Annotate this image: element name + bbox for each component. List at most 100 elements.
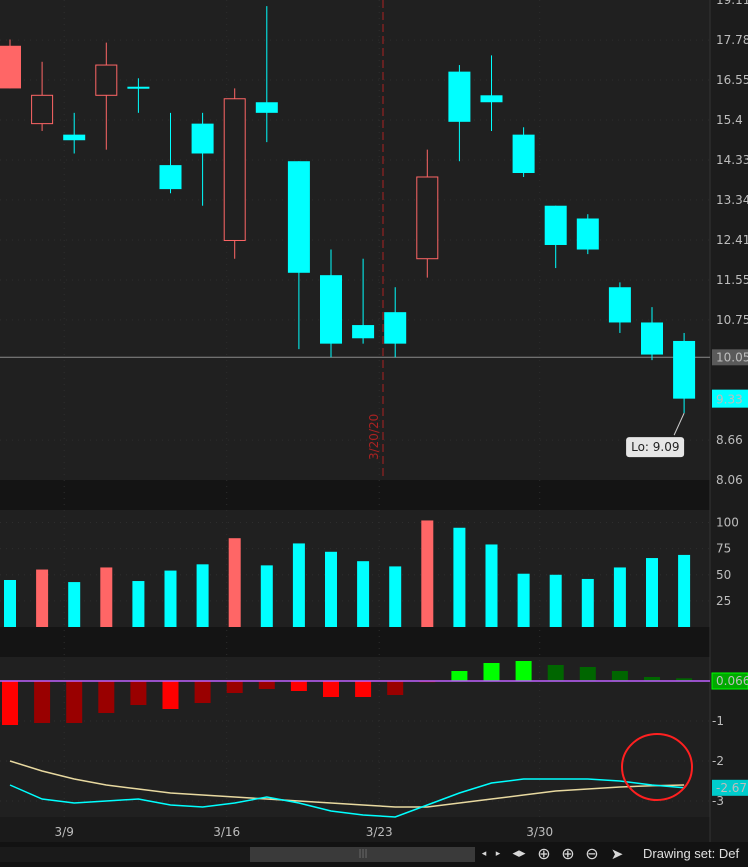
histogram-bar (579, 667, 596, 681)
volume-bar (292, 543, 305, 627)
pane-separator (0, 627, 710, 657)
chart-footer: ||| ◂ ▸ ◂▸ ⊕ ⊕ ⊖ ➤ Drawing set: Def (0, 842, 748, 867)
stock-chart: Lo: 9.09 17.78 16.55 15.4 14.33 13.34 12.41 11… (0, 0, 748, 842)
histogram-bar (611, 671, 628, 681)
histogram-bar (676, 678, 693, 681)
volume-bar (132, 581, 145, 627)
candle-body (416, 176, 439, 260)
y-tick-label: 14.33 (716, 153, 748, 167)
candle-body (0, 45, 21, 89)
scroll-right-icon[interactable]: ▸ (495, 849, 501, 859)
candle-body (512, 134, 535, 174)
y-tick-label: -2 (712, 754, 724, 768)
volume-bar (646, 558, 658, 627)
candle-body (608, 287, 631, 323)
y-tick-label: 11.55 (716, 273, 748, 287)
volume-bar (485, 544, 498, 627)
volume-bar (164, 570, 177, 627)
y-tick-label: 8.06 (716, 473, 743, 487)
x-tick-label: 3/23 (366, 825, 393, 839)
histogram-bar (355, 681, 372, 697)
candle-body (673, 340, 696, 399)
candle-body (384, 312, 407, 344)
x-axis-area (0, 817, 710, 842)
macd-line (9, 778, 685, 818)
histogram-bar (258, 681, 275, 689)
vertical-date-marker-label: 3/20/20 (367, 414, 381, 460)
macd-value: -2.67 (716, 781, 747, 795)
volume-bar (389, 566, 402, 627)
volume-bar (68, 582, 81, 627)
volume-bar (678, 554, 691, 627)
y-tick-label: 50 (716, 568, 731, 582)
price-line-badge (712, 349, 748, 366)
candlesticks: Lo: 9.09 (0, 6, 696, 458)
volume-bar (357, 561, 370, 627)
annotation-circle[interactable] (621, 733, 693, 801)
volume-bar (100, 567, 113, 627)
histogram-bar (323, 681, 339, 697)
low-label-box (626, 437, 685, 458)
y-tick-label: -1 (712, 714, 724, 728)
expand-time-axis-icon[interactable]: ◂▸ (512, 846, 526, 861)
y-tick-label: 8.66 (716, 433, 743, 447)
candle-body (448, 71, 471, 122)
y-tick-label: 100 (716, 516, 739, 530)
histogram-bar (34, 681, 51, 723)
y-tick-label: 25 (716, 594, 731, 608)
last-price-value: 9.33 (716, 393, 743, 407)
volume-bar (228, 538, 241, 627)
histogram-bar (483, 663, 500, 681)
zoom-in-icon[interactable]: ⊕ (561, 844, 575, 863)
histogram-bar (290, 681, 307, 691)
y-tick-label: 17.78 (716, 33, 748, 47)
histogram-bar (66, 681, 83, 723)
pane-separator (0, 480, 710, 510)
candle-body (320, 275, 342, 344)
crosshair-icon[interactable]: ⊕ (537, 844, 551, 863)
candle-body (576, 218, 599, 250)
candle-body (480, 95, 503, 103)
y-tick-label: 16.55 (716, 73, 748, 87)
histogram-bar (226, 681, 243, 693)
candle-body (352, 325, 375, 339)
candle-body (287, 161, 310, 273)
y-tick-label: 12.41 (716, 233, 748, 247)
candle-body (255, 102, 278, 113)
volume-bar (196, 564, 209, 627)
volume-bar (549, 574, 562, 627)
candle-body (191, 123, 214, 154)
histogram-bar (451, 671, 468, 681)
axis-labels: 17.78 16.55 15.4 14.33 13.34 12.41 11.55 10.75 8… (55, 0, 748, 839)
macd-pane (0, 657, 710, 817)
zoom-out-icon[interactable]: ⊖ (585, 844, 599, 863)
scrollbar-thumb[interactable] (250, 847, 475, 862)
macd-indicator (0, 661, 710, 818)
x-tick-label: 3/30 (526, 825, 553, 839)
price-line-value: 10.05 (716, 350, 748, 364)
grid-lines (0, 0, 710, 817)
x-tick-label: 3/16 (213, 825, 240, 839)
histogram-bar (515, 661, 532, 681)
candle-body (127, 86, 150, 89)
low-label: Lo: 9.09 (631, 440, 679, 454)
histogram-bar (130, 681, 147, 705)
volume-bar (36, 569, 49, 627)
macd-value-badge (712, 779, 748, 796)
volume-bar (453, 527, 466, 627)
candle-body (63, 134, 86, 141)
drawing-set-label[interactable]: Drawing set: Def (643, 846, 740, 861)
candle-body (31, 94, 54, 125)
y-tick-label: 13.34 (716, 193, 748, 207)
histogram-value: 0.066 (716, 674, 748, 688)
volume-bar (581, 578, 594, 627)
histogram-bar (98, 681, 115, 713)
candle-body (641, 322, 663, 355)
cursor-icon[interactable]: ➤ (610, 845, 624, 863)
signal-line (9, 760, 685, 808)
y-tick-label: 75 (716, 542, 731, 556)
y-tick-label: 19.11 (716, 0, 748, 7)
volume-bar (4, 579, 16, 627)
scroll-left-icon[interactable]: ◂ (481, 849, 487, 859)
histogram-bar (644, 677, 660, 681)
